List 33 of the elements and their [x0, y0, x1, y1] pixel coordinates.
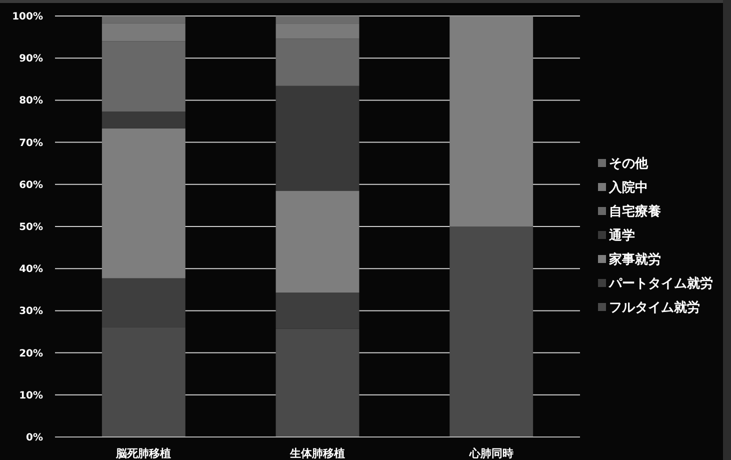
y-tick-label: 40%	[19, 264, 43, 276]
bar	[276, 190, 360, 293]
y-tick-label: 80%	[19, 96, 43, 107]
bar	[102, 112, 186, 128]
bar	[450, 16, 534, 226]
bar	[102, 41, 186, 112]
x-tick-label: 脳死肺移植	[115, 447, 172, 460]
legend-label: パートタイム就労	[608, 276, 713, 292]
y-tick-label: 60%	[19, 180, 43, 191]
y-tick-label: 70%	[19, 138, 43, 149]
bar	[102, 16, 186, 24]
y-tick-label: 20%	[19, 348, 43, 360]
bar	[276, 38, 360, 86]
x-tick-label: 生体肺移植	[289, 447, 345, 460]
bar	[276, 86, 360, 191]
y-tick-label: 50%	[19, 222, 43, 233]
bar	[276, 16, 360, 24]
bar	[276, 24, 360, 39]
bar	[102, 23, 186, 42]
legend-label: 自宅療養	[609, 204, 662, 220]
y-tick-label: 0%	[26, 432, 43, 444]
y-tick-label: 30%	[19, 306, 43, 318]
y-tick-label: 90%	[19, 54, 43, 65]
legend-label: 家事就労	[608, 252, 661, 268]
y-tick-label: 100%	[12, 12, 43, 22]
legend-label: フルタイム就労	[609, 300, 700, 316]
x-tick-label: 心肺同時	[468, 447, 514, 460]
legend-label: 入院中	[608, 180, 648, 196]
legend-label: 通学	[608, 228, 635, 244]
legend-label: その他	[609, 156, 649, 172]
y-tick-label: 10%	[19, 390, 43, 402]
bar	[102, 128, 186, 278]
bar	[450, 226, 534, 437]
